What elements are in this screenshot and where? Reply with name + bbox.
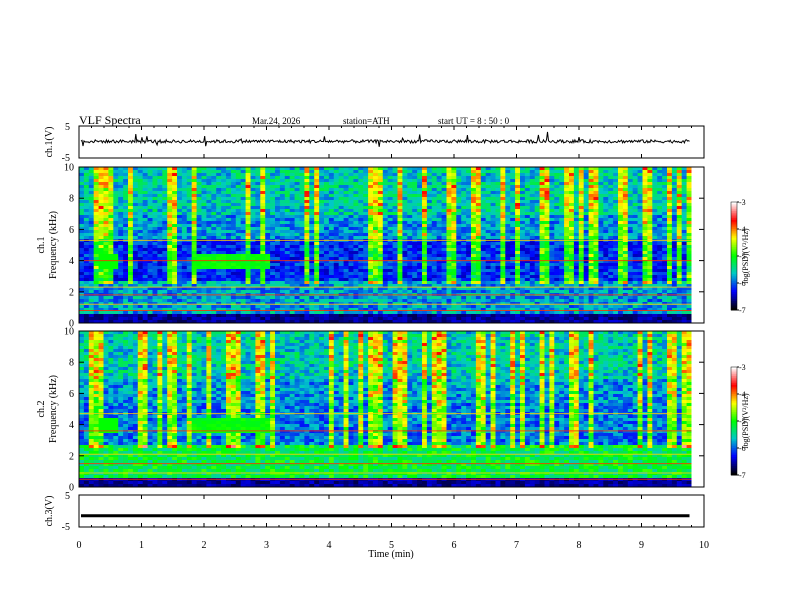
ch2-ytick-2: 2 xyxy=(69,451,74,462)
ch3-volt-ylabel: ch.3(V) xyxy=(44,496,55,527)
ch2-spectrogram-frame xyxy=(78,330,705,488)
xtick-2: 2 xyxy=(202,540,207,551)
xtick-9: 9 xyxy=(639,540,644,551)
ch2-colorbar-label: log(PSD)(V²/Hz) xyxy=(741,393,750,449)
ch1-ytick-2: 2 xyxy=(69,287,74,298)
start-ut-label: start UT = 8 : 50 : 0 xyxy=(438,116,510,126)
ch1-frequency-ylabel: Frequency (kHz) xyxy=(48,211,59,279)
ch1-colorbar-label: log(PSD)(V²/Hz) xyxy=(741,228,750,284)
xtick-5: 5 xyxy=(389,540,394,551)
ch1-ytick-8: 8 xyxy=(69,194,74,205)
ch1-channel-label: ch.1 xyxy=(36,237,47,254)
ch2-spectrogram-image xyxy=(79,331,704,488)
ch2-ytick-0: 0 xyxy=(69,483,74,494)
cbar2-tick--6: -6 xyxy=(739,444,746,453)
ch2-ytick-10: 10 xyxy=(64,327,74,338)
date-label: Mar.24, 2026 xyxy=(252,116,301,126)
ch3-waveform-panel: 5 -5 ch.3(V) xyxy=(44,491,705,533)
ch1-waveform-trace xyxy=(80,131,690,147)
ch1-ytick-4: 4 xyxy=(69,256,74,267)
ch3-ytick-neg5: -5 xyxy=(62,522,70,533)
ch2-ytick-8: 8 xyxy=(69,358,74,369)
xtick-7: 7 xyxy=(514,540,519,551)
ch2-frequency-ylabel: Frequency (kHz) xyxy=(48,375,59,443)
xtick-10: 10 xyxy=(699,540,709,551)
cbar1-tick--3: -3 xyxy=(739,198,746,207)
ch2-ytick-4: 4 xyxy=(69,420,74,431)
ch2-channel-label: ch.2 xyxy=(36,401,47,418)
ch1-ytick-5: 5 xyxy=(65,122,70,133)
ch1-ytick-neg5: -5 xyxy=(62,153,70,164)
xtick-4: 4 xyxy=(327,540,332,551)
ch2-colorbar: -3 -4 -5 -6 -7 xyxy=(730,363,746,480)
station-label: station=ATH xyxy=(343,116,390,126)
ch1-spectrogram-frame xyxy=(78,166,705,324)
ch3-ytick-5: 5 xyxy=(65,491,70,502)
cbar1-tick--5: -5 xyxy=(739,252,746,261)
cbar1-tick--4: -4 xyxy=(739,225,746,234)
xtick-8: 8 xyxy=(577,540,582,551)
cbar2-tick--4: -4 xyxy=(739,390,746,399)
ch1-spectrogram-image xyxy=(79,167,704,324)
ch2-spectrogram-panel: ch.2 Frequency (kHz) 0 2 4 6 8 10 xyxy=(36,327,705,494)
ch1-volt-ylabel: ch.1(V) xyxy=(44,127,55,158)
cbar1-tick--7: -7 xyxy=(739,306,746,315)
cbar2-tick--7: -7 xyxy=(739,471,746,480)
xtick-0: 0 xyxy=(77,540,82,551)
ch3-waveform-frame xyxy=(78,494,705,528)
ch1-ytick-0: 0 xyxy=(69,319,74,330)
ch1-ytick-6: 6 xyxy=(69,225,74,236)
xtick-3: 3 xyxy=(264,540,269,551)
ch1-waveform-panel: 5 -5 ch.1(V) xyxy=(44,122,705,164)
ch1-ytick-10: 10 xyxy=(64,163,74,174)
ch1-colorbar: -3 -4 -5 -6 -7 xyxy=(730,198,746,315)
time-x-axis: 0 1 2 3 4 5 6 7 8 9 10 xyxy=(77,126,709,551)
time-x-label: Time (min) xyxy=(368,549,413,560)
cbar2-tick--3: -3 xyxy=(739,363,746,372)
chart-title: VLF Spectra xyxy=(79,113,141,127)
ch2-ytick-6: 6 xyxy=(69,389,74,400)
xtick-1: 1 xyxy=(139,540,144,551)
cbar1-tick--6: -6 xyxy=(739,279,746,288)
xtick-6: 6 xyxy=(452,540,457,551)
ch1-spectrogram-panel: ch.1 Frequency (kHz) 0 2 4 6 8 10 xyxy=(36,163,705,330)
cbar2-tick--5: -5 xyxy=(739,417,746,426)
